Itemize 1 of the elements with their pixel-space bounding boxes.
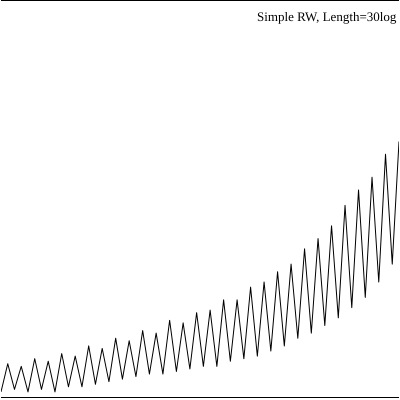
- text: Simple RW, Length=30log: [257, 9, 397, 24]
